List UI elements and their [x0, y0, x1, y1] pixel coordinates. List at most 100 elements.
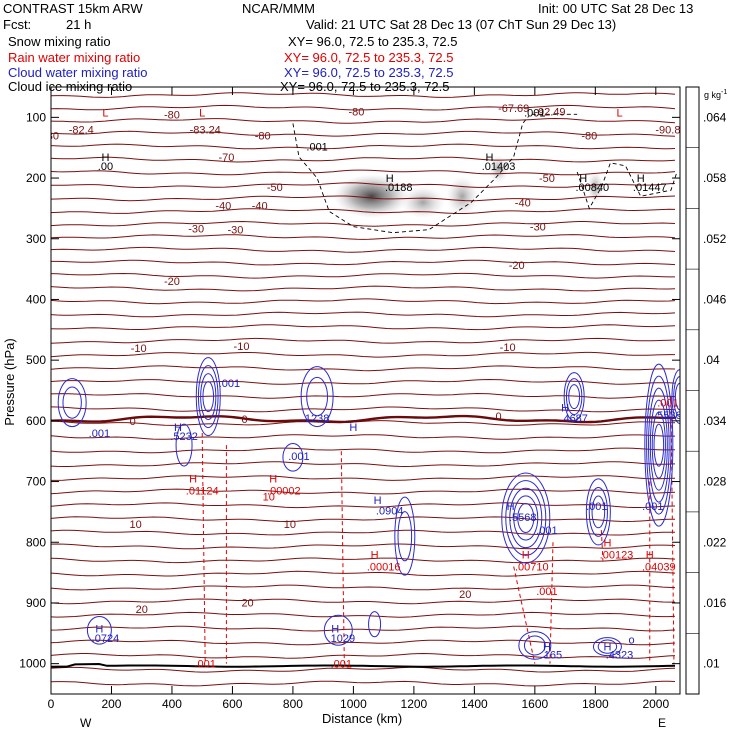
temperature-contour-7 [51, 182, 676, 189]
cloud-water-contour-6-0 [585, 478, 611, 546]
temperature-contour-30 [51, 488, 676, 495]
snow-ice-label-13: L [199, 107, 205, 119]
cloud-water-label-1: .5232 [170, 431, 198, 443]
colorbar-tick-label-4: .04 [703, 353, 720, 367]
temperature-label-14: -40 [252, 200, 268, 212]
cloud-water-contour-7-1 [646, 375, 672, 515]
cloud-water-contour-4-4 [517, 502, 535, 533]
cloud-water-label-21: H [543, 642, 551, 654]
y-tick-label-2: 300 [26, 232, 46, 246]
rain-label-15: .001 [657, 398, 678, 410]
rain-label-9: .00123 [600, 549, 634, 561]
cloud-water-contour-4-0 [501, 472, 551, 564]
rain-label-0: H [189, 474, 197, 486]
rain-label-8: H [603, 537, 611, 549]
snow-shading-3 [488, 154, 509, 183]
field-cloudwater-name: Cloud water mixing ratio [8, 65, 148, 80]
temperature-label-24: 0 [130, 416, 136, 428]
cloud-water-contour-2-1 [306, 376, 329, 417]
cloud-water-contour-3-1 [397, 511, 413, 562]
x-axis-east-label: E [658, 716, 667, 730]
temperature-label-30: 20 [241, 597, 253, 609]
rain-label-16: 10 [263, 492, 275, 504]
cloud-water-label-13: .001 [536, 525, 557, 537]
temperature-contour-14 [51, 272, 675, 279]
x-tick-label-7: 1400 [461, 697, 488, 711]
temperature-label-20: -20 [509, 260, 525, 272]
colorbar-unit-exponent: -1 [721, 89, 728, 96]
cloud-water-contour-0-1 [197, 365, 219, 429]
temperature-label-17: -30 [228, 225, 244, 237]
temperature-contour-17 [51, 311, 676, 318]
snow-ice-label-10: .01447 [633, 182, 667, 194]
cloud-water-contour-0-3 [202, 381, 215, 413]
snow-ice-label-0: H [101, 152, 109, 164]
temperature-contour-11 [51, 234, 676, 240]
temperature-label-27: 10 [130, 519, 142, 531]
cloud-water-label-19: H [331, 623, 339, 635]
cloud-water-contour-11-0 [368, 611, 382, 638]
temperature-contour-34 [51, 543, 676, 550]
rain-label-13: .001 [195, 659, 216, 671]
plot-frame [50, 86, 681, 695]
cloud-water-label-14: .001 [586, 501, 607, 513]
snow-shading-1 [400, 186, 445, 219]
temperature-label-10: -70 [218, 152, 234, 164]
cloud-water-label-18: .0724 [92, 633, 120, 645]
temperature-label-16: -30 [188, 223, 204, 235]
colorbar-tick-label-2: .052 [703, 232, 727, 246]
temperature-contour-8 [51, 195, 676, 202]
temperature-label-9: -90.8 [655, 124, 680, 136]
temperature-contour-5 [51, 156, 676, 163]
cloud-water-contour-5-0 [563, 372, 585, 422]
temperature-label-7: -92.49 [534, 106, 565, 118]
temperature-contour-41 [51, 639, 676, 646]
temperature-label-23: -10 [500, 342, 516, 354]
cloud-water-contour-9-0 [86, 615, 112, 645]
cloud-water-contour-6-2 [591, 495, 606, 529]
cloud-water-contour-7-3 [649, 399, 668, 491]
cloud-water-label-11: H [561, 402, 569, 414]
colorbar-tick-label-9: .01 [703, 657, 720, 671]
cloud-water-contour-14-0 [175, 423, 193, 467]
temperature-label-8: -80 [581, 131, 597, 143]
cloud-water-contour-7-5 [653, 423, 665, 467]
snow-ice-label-14: L [616, 107, 622, 119]
cloud-water-contour-7-0 [644, 363, 674, 527]
snow-ice-label-12: L [102, 107, 108, 119]
temperature-contour-20 [51, 351, 675, 358]
temperature-contour-19 [51, 337, 676, 344]
temperature-label-0: -82.4 [69, 124, 94, 136]
temperature-contour-2 [51, 117, 676, 124]
snow-ice-label-7: H [579, 173, 587, 185]
x-axis-west-label: W [80, 716, 92, 730]
temperature-contour-28 [51, 461, 676, 468]
temperature-contour-33 [51, 529, 676, 536]
temperature-contour-4 [51, 143, 676, 150]
temperature-label-18: -30 [530, 222, 546, 234]
temperature-label-21: -10 [131, 343, 147, 355]
temperature-contour-15 [51, 285, 676, 292]
colorbar-unit-base: g kg [704, 90, 722, 100]
cloud-water-contour-10-0 [323, 614, 353, 646]
temperature-contour-22 [51, 378, 676, 385]
cloud-water-label-16: .5536 [654, 410, 682, 422]
colorbar-tick-label-3: .046 [703, 292, 727, 306]
cloud-water-contour-6-1 [588, 487, 608, 537]
field-cloudwater-xy: XY= 96.0, 72.5 to 235.3, 72.5 [284, 65, 454, 80]
cloud-water-contour-4-1 [505, 480, 547, 556]
cloud-water-contour-7-4 [651, 411, 666, 479]
colorbar-tick-label-1: .058 [703, 171, 727, 185]
cloud-water-label-22: 165 [544, 650, 562, 662]
cloud-water-label-15: .001 [642, 501, 663, 513]
y-tick-label-4: 500 [26, 353, 46, 367]
colorbar-tick-label-0: .064 [703, 110, 727, 124]
temperature-label-5: -80 [348, 106, 364, 118]
y-tick-label-7: 800 [26, 535, 46, 549]
temperature-contour-27 [51, 447, 676, 454]
temperature-contour-29 [51, 475, 676, 481]
temperature-contour-35 [51, 557, 676, 564]
cloud-water-contour-1-0 [57, 378, 87, 428]
rain-label-3: .00002 [267, 486, 301, 498]
snow-ice-label-1: .00 [98, 161, 113, 173]
